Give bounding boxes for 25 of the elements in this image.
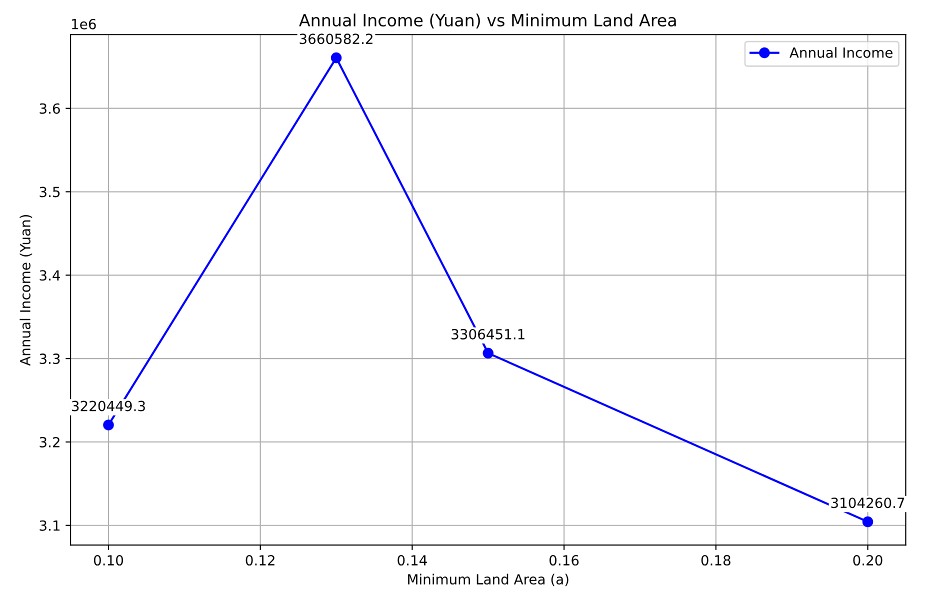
annotation: 3306451.1 <box>452 328 524 340</box>
x-axis-title: Minimum Land Area (a) <box>408 574 568 586</box>
y-tick-label: 3.5 <box>40 186 60 198</box>
x-tick-label: 0.18 <box>701 555 730 566</box>
x-tick-label: 0.20 <box>853 555 882 566</box>
legend-label: Annual Income <box>790 47 892 58</box>
x-tick-label: 0.14 <box>398 555 427 566</box>
y-tick-label: 3.2 <box>40 436 60 448</box>
y-tick-label: 3.6 <box>40 103 60 114</box>
text: 1e6 <box>72 18 96 30</box>
x-tick-label: 0.12 <box>246 555 274 566</box>
x-tick-label: 0.16 <box>550 555 579 566</box>
chart-title: Annual Income (Yuan) vs Minimum Land Area <box>299 14 676 28</box>
annotation: 3104260.7 <box>831 498 904 508</box>
point <box>482 348 494 359</box>
point <box>862 516 874 528</box>
point <box>103 420 114 430</box>
point <box>330 52 342 64</box>
y-tick-label: 3.3 <box>40 354 60 364</box>
annotation: 3220449.3 <box>72 400 145 412</box>
y-tick-label: 3.4 <box>40 270 60 281</box>
annotation: 3660582.2 <box>300 34 372 44</box>
x-tick-label: 0.10 <box>94 555 124 566</box>
y-axis-title: Annual Income (Yuan) <box>20 215 32 366</box>
y-tick-label: 3.1 <box>40 520 60 531</box>
